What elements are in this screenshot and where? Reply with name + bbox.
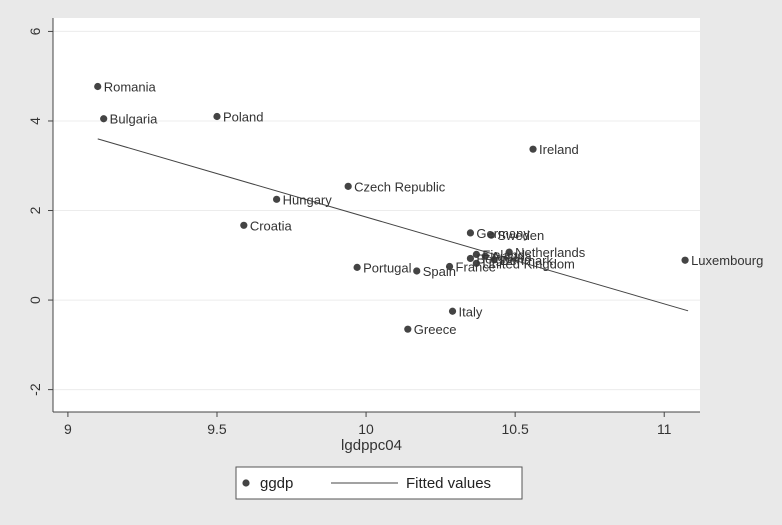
point-luxembourg (681, 256, 689, 264)
point-label-luxembourg: Luxembourg (691, 253, 763, 268)
point-greece (404, 325, 412, 333)
point-spain (413, 267, 421, 275)
point-italy (448, 307, 457, 315)
point-label-finland: Finland (482, 247, 525, 262)
x-tick-label: 10.5 (502, 421, 529, 437)
legend-marker-ggdp (242, 479, 250, 487)
axes: -2 0 2 4 6 9 9.5 10 10.5 11 (27, 18, 700, 437)
point-label-greece: Greece (414, 322, 457, 337)
point-label-denmark: Denmark (500, 253, 553, 268)
point-label-belgium: Belgium (476, 251, 523, 266)
point-netherlands (505, 248, 513, 256)
point-austria (481, 252, 489, 260)
y-tick-label: 0 (27, 296, 43, 304)
point-label-ireland: Ireland (539, 142, 579, 157)
plot-area (53, 18, 700, 412)
point-france (445, 262, 454, 271)
point-label-austria: Austria (491, 249, 532, 264)
legend-label-ggdp: ggdp (260, 475, 293, 492)
point-label-united-kingdom: United Kingdom (482, 256, 574, 271)
point-label-portugal: Portugal (363, 260, 412, 275)
legend: ggdp Fitted values (235, 466, 523, 500)
point-label-netherlands: Netherlands (515, 245, 586, 260)
point-label-czech-republic: Czech Republic (354, 179, 446, 194)
point-label-sweden: Sweden (497, 228, 544, 243)
point-belgium (466, 254, 475, 263)
y-tick-label: 4 (27, 117, 43, 125)
point-united-kingdom (472, 259, 480, 267)
point-czech-republic (344, 182, 352, 190)
x-tick-label: 9.5 (207, 421, 227, 437)
x-axis-title: lgdppc04 (341, 437, 402, 454)
point-label-spain: Spain (423, 264, 456, 279)
x-tick-label: 9 (64, 421, 72, 437)
x-tick-label: 10 (358, 421, 374, 437)
x-tick-label: 11 (657, 421, 672, 437)
point-label-poland: Poland (223, 110, 263, 125)
point-bulgaria (100, 115, 108, 123)
point-portugal (353, 263, 361, 271)
point-label-croatia: Croatia (250, 218, 293, 233)
y-tick-label: 2 (27, 206, 43, 214)
point-labels-layer: Romania Bulgaria Poland Ireland Czech Republ… (104, 80, 764, 338)
point-finland (472, 250, 480, 258)
y-tick-label: -2 (27, 383, 43, 396)
point-label-bulgaria: Bulgaria (110, 112, 158, 127)
legend-label-fitted-values: Fitted values (406, 475, 491, 492)
point-hungary (273, 195, 281, 203)
points-layer (94, 82, 689, 333)
point-denmark (490, 256, 498, 264)
fitted-values-line (97, 138, 689, 312)
point-label-hungary: Hungary (283, 192, 333, 207)
point-sweden (487, 231, 495, 239)
point-romania (94, 82, 102, 91)
fitted-line-layer (97, 138, 689, 312)
point-croatia (240, 221, 248, 229)
point-poland (213, 112, 221, 121)
point-ireland (529, 145, 537, 153)
y-tick-label: 6 (27, 27, 43, 35)
point-label-romania: Romania (104, 80, 157, 95)
point-label-italy: Italy (459, 304, 483, 319)
point-germany (466, 229, 475, 237)
point-label-france: France (456, 259, 496, 274)
point-label-germany: Germany (476, 226, 530, 241)
grid (53, 30, 700, 391)
